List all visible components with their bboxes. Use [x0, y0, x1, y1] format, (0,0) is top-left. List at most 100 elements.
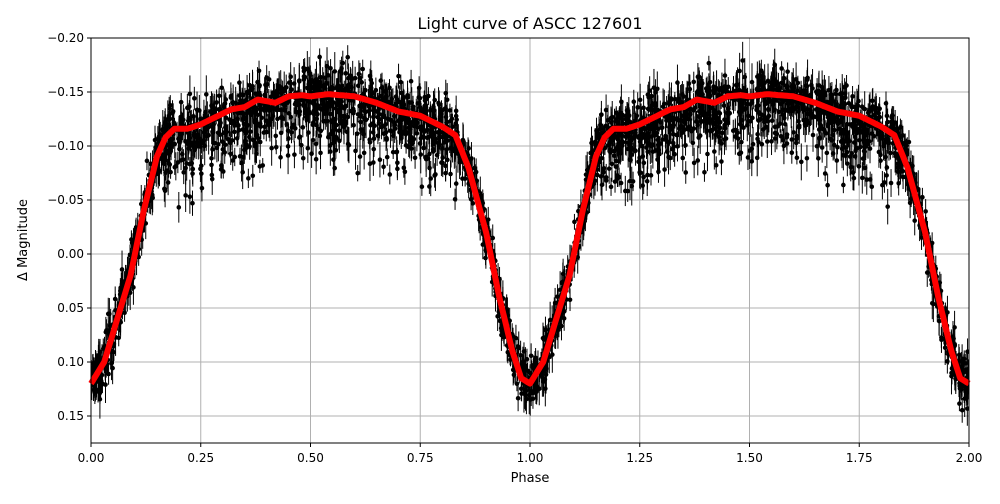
data-point — [712, 149, 717, 154]
data-point — [219, 163, 224, 168]
data-point — [868, 177, 873, 182]
data-point — [301, 156, 306, 161]
data-point — [860, 176, 865, 181]
data-point — [607, 166, 612, 171]
data-point — [824, 131, 829, 136]
data-point — [358, 154, 363, 159]
data-point — [433, 172, 438, 177]
data-point — [835, 114, 840, 119]
data-point — [820, 145, 825, 150]
data-point — [620, 134, 625, 139]
data-point — [339, 66, 344, 71]
data-point — [183, 166, 188, 171]
data-point — [785, 69, 790, 74]
data-point — [717, 119, 722, 124]
data-point — [370, 121, 375, 126]
data-point — [292, 152, 297, 157]
data-point — [960, 408, 965, 413]
data-point — [110, 366, 115, 371]
data-point — [454, 181, 459, 186]
data-point — [737, 69, 742, 74]
data-point — [747, 148, 752, 153]
data-point — [691, 80, 696, 85]
data-point — [391, 133, 396, 138]
data-point — [448, 108, 453, 113]
data-point — [726, 84, 731, 89]
data-point — [385, 155, 390, 160]
data-point — [674, 133, 679, 138]
data-point — [945, 359, 950, 364]
data-point — [222, 150, 227, 155]
data-point — [418, 152, 423, 157]
data-point — [702, 170, 707, 175]
data-point — [301, 103, 306, 108]
data-point — [595, 173, 600, 178]
data-point — [395, 160, 400, 165]
data-point — [790, 150, 795, 155]
data-point — [316, 83, 321, 88]
data-point — [825, 183, 830, 188]
data-point — [633, 131, 638, 136]
data-point — [297, 79, 302, 84]
data-point — [739, 122, 744, 127]
data-point — [190, 201, 195, 206]
data-point — [623, 189, 628, 194]
data-point — [696, 135, 701, 140]
data-point — [841, 183, 846, 188]
data-point — [635, 105, 640, 110]
data-point — [785, 85, 790, 90]
data-point — [610, 115, 615, 120]
data-point — [834, 88, 839, 93]
data-point — [862, 107, 867, 112]
data-point — [436, 101, 441, 106]
data-point — [769, 139, 774, 144]
data-point — [237, 80, 242, 85]
data-point — [779, 81, 784, 86]
data-point — [398, 80, 403, 85]
data-point — [210, 147, 215, 152]
data-point — [840, 91, 845, 96]
data-point — [267, 77, 272, 82]
data-point — [328, 100, 333, 105]
data-point — [636, 159, 641, 164]
data-point — [719, 159, 724, 164]
data-point — [606, 143, 611, 148]
data-point — [791, 130, 796, 135]
data-point — [372, 136, 377, 141]
data-point — [351, 109, 356, 114]
data-point — [192, 96, 197, 101]
data-point — [445, 158, 450, 163]
data-point — [568, 297, 573, 302]
data-point — [634, 113, 639, 118]
data-point — [652, 85, 657, 90]
data-point — [340, 83, 345, 88]
data-point — [705, 152, 710, 157]
data-point — [825, 151, 830, 156]
data-point — [334, 148, 339, 153]
data-point — [851, 170, 856, 175]
data-point — [266, 105, 271, 110]
data-point — [282, 89, 287, 94]
data-point — [516, 396, 521, 401]
data-point — [204, 92, 209, 97]
data-point — [609, 120, 614, 125]
data-point — [350, 76, 355, 81]
data-point — [656, 138, 661, 143]
chart-title: Light curve of ASCC 127601 — [417, 14, 642, 33]
data-point — [351, 123, 356, 128]
data-point — [722, 137, 727, 142]
data-point — [782, 76, 787, 81]
data-point — [604, 175, 609, 180]
data-point — [433, 137, 438, 142]
data-point — [262, 93, 267, 98]
data-point — [642, 161, 647, 166]
data-point — [287, 80, 292, 85]
data-point — [923, 209, 928, 214]
data-point — [279, 131, 284, 136]
data-point — [888, 151, 893, 156]
data-point — [180, 152, 185, 157]
data-point — [523, 393, 528, 398]
data-point — [778, 121, 783, 126]
data-point — [345, 115, 350, 120]
data-point — [783, 122, 788, 127]
